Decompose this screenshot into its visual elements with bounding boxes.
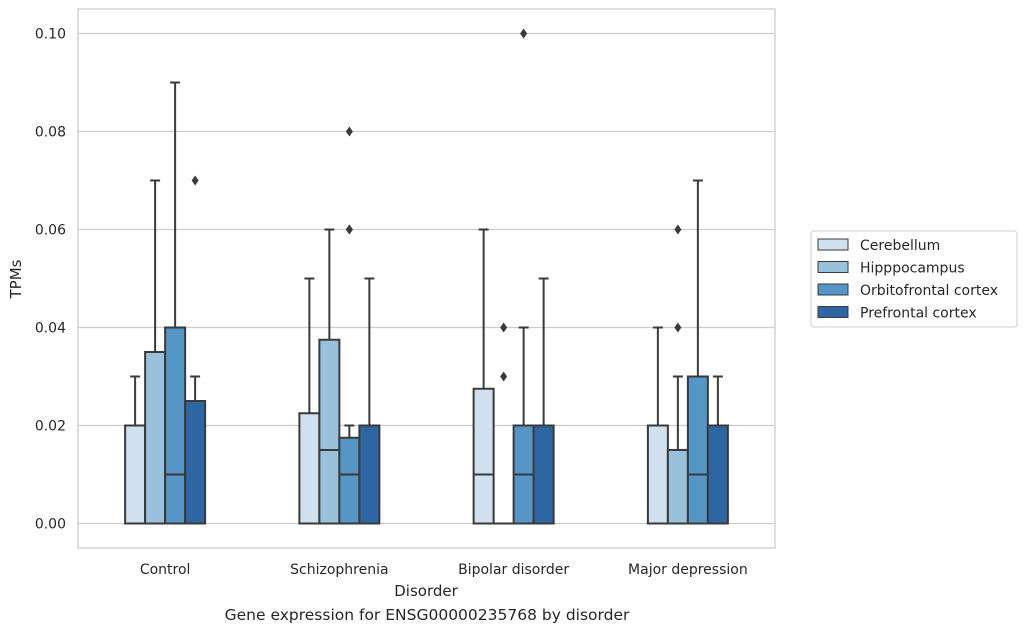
box-body	[472, 387, 495, 525]
box-cerebellum	[472, 228, 495, 525]
box-body	[184, 400, 207, 525]
x-tick-label: Schizophrenia	[290, 562, 388, 578]
legend-label: Orbitofrontal cortex	[860, 283, 998, 299]
box-body	[666, 449, 689, 525]
outlier-point	[500, 371, 508, 382]
y-tick-label: 0.10	[35, 27, 66, 43]
y-tick-label: 0.00	[35, 517, 66, 533]
box-body	[706, 424, 729, 525]
box-body	[298, 412, 321, 525]
y-tick-labels: 0.00 0.02 0.04 0.06 0.08 0.10	[35, 27, 66, 533]
box-body	[646, 424, 669, 525]
legend-swatch	[817, 306, 849, 318]
box-prefrontal-cortex	[706, 375, 729, 525]
box-marks	[124, 28, 729, 525]
legend-swatch	[817, 283, 849, 296]
box-prefrontal-cortex	[358, 277, 381, 525]
outlier-point	[674, 322, 682, 333]
plot-frame	[77, 8, 776, 549]
legend-label: Cerebellum	[860, 238, 940, 254]
outlier-point	[674, 224, 682, 235]
outlier-point	[191, 175, 199, 186]
legend-frame	[810, 230, 1018, 328]
outlier-point	[500, 322, 508, 333]
box-cerebellum	[646, 326, 669, 525]
box-body	[532, 424, 555, 525]
box-cerebellum	[124, 375, 147, 525]
x-axis-label: Disorder	[394, 582, 458, 600]
box-orbitofrontal-cortex	[164, 81, 187, 525]
y-tick-label: 0.02	[35, 419, 66, 435]
y-axis-label: TPMs	[7, 259, 25, 299]
legend: Cerebellum Hipppocampus Orbitofrontal cort…	[810, 230, 1018, 328]
x-tick-labels: Control Schizophrenia Bipolar disorder Majo…	[140, 562, 748, 578]
box-body	[144, 351, 167, 525]
legend-label: Prefrontal cortex	[860, 306, 977, 322]
box-orbitofrontal-cortex	[512, 28, 535, 525]
box-orbitofrontal-cortex	[338, 126, 361, 525]
x-tick-label: Control	[140, 562, 191, 578]
outlier-point	[345, 126, 353, 137]
box-prefrontal-cortex	[184, 175, 207, 525]
outlier-point	[520, 28, 528, 39]
x-tick-label: Major depression	[628, 562, 748, 578]
box-body	[318, 338, 341, 525]
y-tick-label: 0.06	[35, 223, 66, 239]
y-tick-label: 0.04	[35, 321, 66, 337]
legend-swatch	[817, 261, 849, 273]
box-body	[338, 436, 361, 525]
box-hipppocampus	[318, 228, 341, 525]
box-hipppocampus	[144, 179, 167, 525]
outlier-point	[345, 224, 353, 235]
legend-swatch	[817, 238, 849, 251]
box-body	[164, 326, 187, 525]
box-body	[686, 375, 709, 525]
box-body	[358, 424, 381, 525]
box-cerebellum	[298, 277, 321, 525]
box-orbitofrontal-cortex	[686, 179, 709, 525]
box-body	[124, 424, 147, 525]
box-hipppocampus	[493, 322, 514, 525]
box-prefrontal-cortex	[532, 277, 555, 525]
figure-caption: Gene expression for ENSG00000235768 by d…	[224, 606, 630, 624]
legend-label: Hipppocampus	[860, 261, 965, 277]
box-hipppocampus	[666, 224, 689, 525]
y-tick-label: 0.08	[35, 125, 66, 141]
x-tick-label: Bipolar disorder	[458, 562, 569, 578]
